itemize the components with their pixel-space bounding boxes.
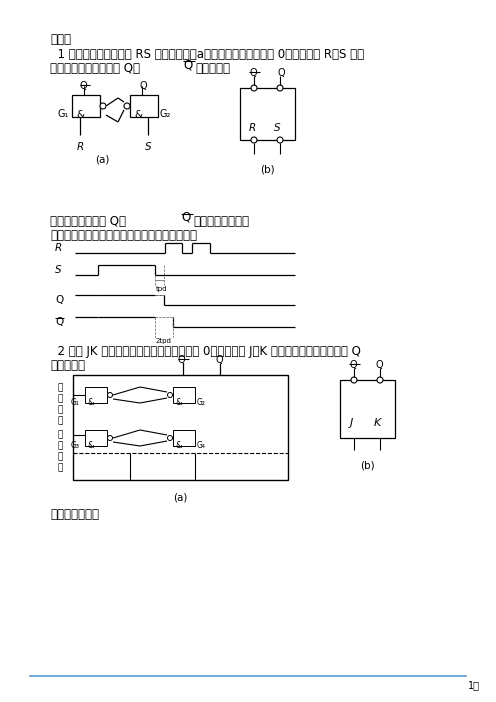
Text: R: R bbox=[55, 243, 62, 253]
Text: Q: Q bbox=[55, 295, 63, 305]
Text: G₄: G₄ bbox=[197, 441, 206, 450]
Text: J: J bbox=[350, 418, 353, 428]
Text: (b): (b) bbox=[360, 460, 374, 470]
Text: (a): (a) bbox=[95, 155, 109, 165]
Circle shape bbox=[251, 137, 257, 143]
Text: S: S bbox=[145, 142, 152, 152]
Bar bbox=[173, 430, 195, 446]
Text: R: R bbox=[249, 123, 256, 133]
Text: &: & bbox=[176, 441, 183, 450]
Text: 从: 从 bbox=[57, 383, 62, 392]
Text: &: & bbox=[176, 398, 183, 407]
Text: Q: Q bbox=[183, 58, 192, 71]
Text: G₂: G₂ bbox=[160, 109, 172, 119]
Text: 解：如图所示。: 解：如图所示。 bbox=[50, 508, 99, 521]
Text: 器: 器 bbox=[57, 463, 62, 472]
Circle shape bbox=[168, 435, 173, 440]
Text: 器: 器 bbox=[57, 416, 62, 425]
Circle shape bbox=[100, 103, 106, 109]
Circle shape bbox=[277, 85, 283, 91]
Text: 触: 触 bbox=[57, 441, 62, 450]
Text: G₁: G₁ bbox=[58, 109, 69, 119]
Text: 例题：: 例题： bbox=[50, 33, 71, 46]
Circle shape bbox=[251, 85, 257, 91]
Bar bbox=[240, 88, 295, 140]
Circle shape bbox=[108, 392, 113, 397]
Text: 1页: 1页 bbox=[468, 680, 480, 690]
Text: 解：由可画出输出 Q、: 解：由可画出输出 Q、 bbox=[50, 215, 126, 228]
Circle shape bbox=[351, 377, 357, 383]
Text: 2tpd: 2tpd bbox=[156, 338, 172, 344]
Bar bbox=[173, 387, 195, 403]
Text: Q: Q bbox=[140, 81, 148, 91]
Text: &: & bbox=[88, 398, 95, 407]
Circle shape bbox=[377, 377, 383, 383]
Bar bbox=[340, 380, 395, 438]
Text: 的波形图。: 的波形图。 bbox=[50, 359, 85, 372]
Bar bbox=[73, 375, 288, 480]
Text: 触: 触 bbox=[57, 394, 62, 403]
Text: 图中虚线所示为考虑门电路的延迟时间的情况。: 图中虚线所示为考虑门电路的延迟时间的情况。 bbox=[50, 229, 197, 242]
Text: S: S bbox=[55, 265, 62, 275]
Text: 形图如下图，画出输出 Q、: 形图如下图，画出输出 Q、 bbox=[50, 62, 140, 75]
Text: tpd: tpd bbox=[156, 286, 168, 292]
Text: Q: Q bbox=[349, 360, 357, 370]
Text: Q: Q bbox=[216, 355, 224, 365]
Circle shape bbox=[124, 103, 130, 109]
Text: Q: Q bbox=[249, 68, 256, 78]
Bar bbox=[85, 430, 107, 446]
Text: Q: Q bbox=[277, 68, 285, 78]
Text: 2 主从 JK 触发器如图所示，设初始状态为 0，已知输入 J、K 的波形图如图，画出输出 Q: 2 主从 JK 触发器如图所示，设初始状态为 0，已知输入 J、K 的波形图如图… bbox=[50, 345, 361, 358]
Text: &: & bbox=[134, 110, 142, 120]
Text: &: & bbox=[76, 110, 84, 120]
Text: Q: Q bbox=[181, 211, 190, 224]
Text: (a): (a) bbox=[173, 492, 187, 502]
Text: Q: Q bbox=[376, 360, 383, 370]
Text: S: S bbox=[274, 123, 281, 133]
Text: Q: Q bbox=[178, 355, 186, 365]
Text: 发: 发 bbox=[57, 452, 62, 461]
Text: G₁: G₁ bbox=[71, 398, 80, 407]
Text: R: R bbox=[77, 142, 84, 152]
Text: Q: Q bbox=[80, 81, 88, 91]
Circle shape bbox=[277, 137, 283, 143]
Bar bbox=[72, 95, 100, 117]
Text: K: K bbox=[374, 418, 381, 428]
Text: 主: 主 bbox=[57, 430, 62, 439]
Text: 的波形图。: 的波形图。 bbox=[195, 62, 230, 75]
Text: &: & bbox=[88, 441, 95, 450]
Circle shape bbox=[168, 392, 173, 397]
Bar bbox=[85, 387, 107, 403]
Text: G₃: G₃ bbox=[71, 441, 80, 450]
Text: 发: 发 bbox=[57, 405, 62, 414]
Text: G₂: G₂ bbox=[197, 398, 206, 407]
Text: 1 用与非门组成的基本 RS 触发器如图（a）所示，设初始状态为 0，已知输入 R，S 的波: 1 用与非门组成的基本 RS 触发器如图（a）所示，设初始状态为 0，已知输入 … bbox=[50, 48, 364, 61]
Text: (b): (b) bbox=[260, 164, 274, 174]
Text: Q: Q bbox=[55, 317, 63, 327]
Text: 的波形如图所示。: 的波形如图所示。 bbox=[193, 215, 249, 228]
Bar bbox=[130, 95, 158, 117]
Circle shape bbox=[108, 435, 113, 440]
